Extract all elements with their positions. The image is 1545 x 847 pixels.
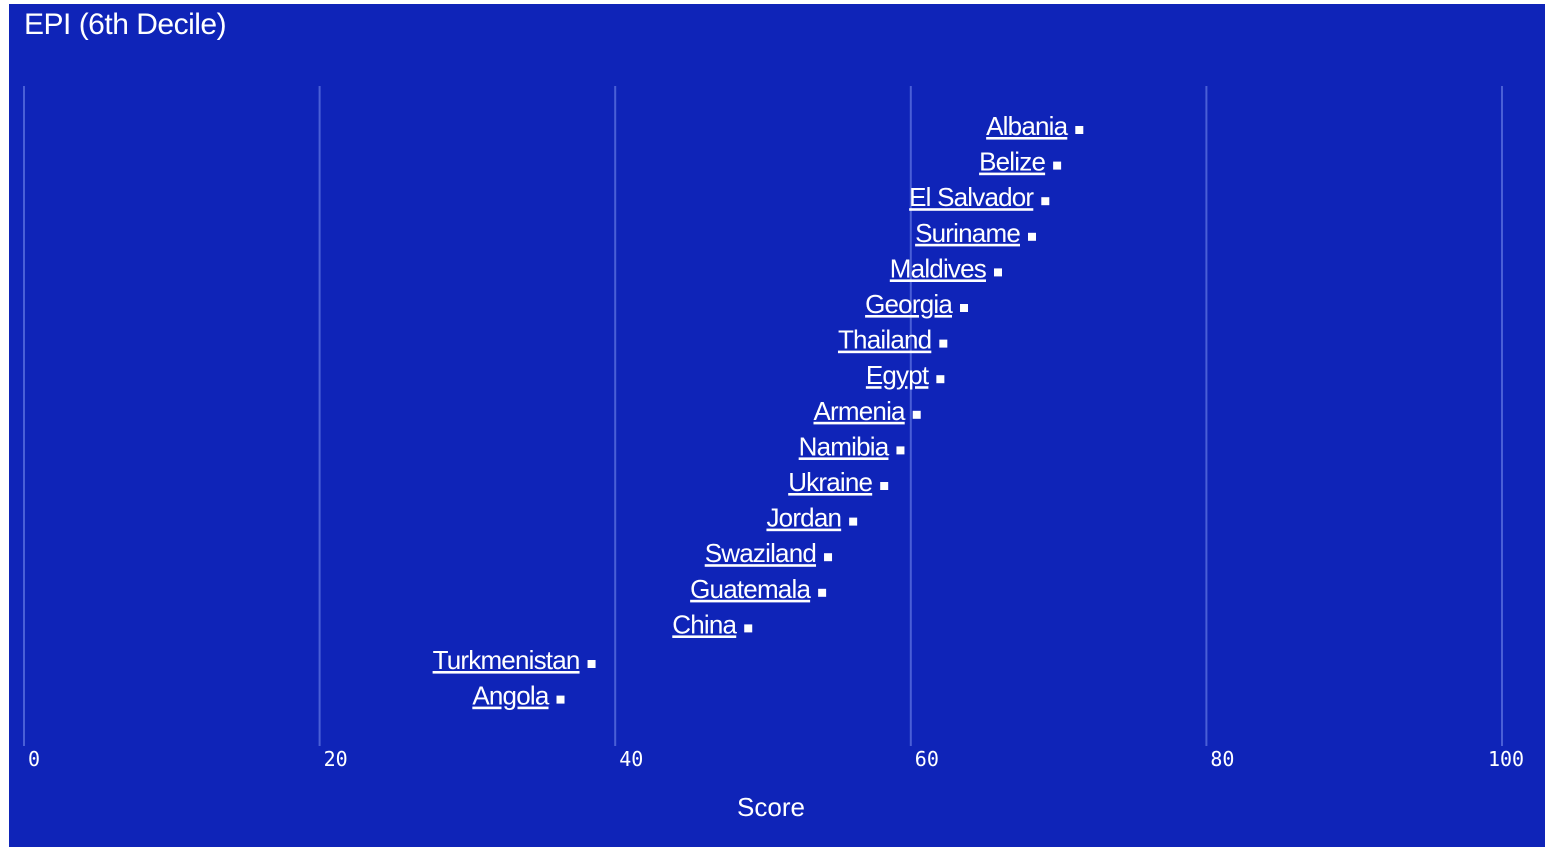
data-point-label[interactable]: Georgia	[865, 289, 953, 319]
data-point-marker[interactable]	[994, 268, 1002, 276]
grid-lines	[24, 86, 1502, 746]
data-point-label[interactable]: Guatemala	[690, 574, 811, 604]
data-point-label[interactable]: Suriname	[915, 218, 1020, 248]
x-tick-label: 60	[915, 747, 939, 771]
x-axis-ticks: 0 20 40 60 80 100	[28, 747, 1524, 771]
data-point-marker[interactable]	[1041, 197, 1049, 205]
data-point-marker[interactable]	[1028, 233, 1036, 241]
data-point-label[interactable]: Swaziland	[705, 538, 816, 568]
x-tick-label: 20	[324, 747, 348, 771]
data-point-marker[interactable]	[1053, 162, 1061, 170]
data-point-marker[interactable]	[557, 696, 565, 704]
data-point-marker[interactable]	[913, 411, 921, 419]
x-axis-label: Score	[737, 792, 805, 822]
data-point-label[interactable]: Ukraine	[788, 467, 872, 497]
data-point-label[interactable]: Egypt	[866, 360, 930, 390]
data-point-marker[interactable]	[849, 518, 857, 526]
data-point-marker[interactable]	[588, 660, 596, 668]
data-point-label[interactable]: Maldives	[890, 253, 987, 283]
data-point-marker[interactable]	[744, 624, 752, 632]
data-point-label[interactable]: Albania	[986, 111, 1068, 141]
data-point-label[interactable]: El Salvador	[909, 182, 1034, 212]
data-point-marker[interactable]	[936, 375, 944, 383]
data-points: Albania Belize El Salvador Suriname Maldives…	[433, 111, 1084, 711]
data-point-label[interactable]: Armenia	[813, 396, 906, 426]
data-point-label[interactable]: Thailand	[838, 325, 931, 355]
x-tick-label: 40	[619, 747, 643, 771]
data-point-marker[interactable]	[896, 446, 904, 454]
chart-panel: EPI (6th Decile) Albania Belize El Salvado…	[9, 4, 1545, 847]
data-point-label[interactable]: Belize	[979, 147, 1045, 177]
data-point-marker[interactable]	[960, 304, 968, 312]
data-point-label[interactable]: China	[672, 609, 737, 639]
data-point-label[interactable]: Namibia	[799, 431, 890, 461]
data-point-label[interactable]: Jordan	[766, 503, 841, 533]
data-point-label[interactable]: Turkmenistan	[433, 645, 580, 675]
data-point-marker[interactable]	[939, 340, 947, 348]
x-tick-label: 0	[28, 747, 40, 771]
data-point-marker[interactable]	[880, 482, 888, 490]
x-tick-label: 80	[1210, 747, 1234, 771]
data-point-marker[interactable]	[1075, 126, 1083, 134]
data-point-label[interactable]: Angola	[472, 681, 549, 711]
data-point-marker[interactable]	[818, 589, 826, 597]
x-tick-label: 100	[1488, 747, 1524, 771]
scatter-plot: Albania Belize El Salvador Suriname Maldives…	[9, 4, 1545, 847]
data-point-marker[interactable]	[824, 553, 832, 561]
